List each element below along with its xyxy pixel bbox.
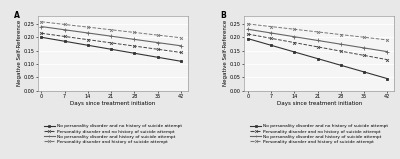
Y-axis label: Negative Self-Reference: Negative Self-Reference — [16, 20, 22, 86]
X-axis label: Days since treatment initiation: Days since treatment initiation — [70, 101, 156, 106]
Legend: No personality disorder and no history of suicide attempt, Personality disorder : No personality disorder and no history o… — [44, 124, 182, 144]
Legend: No personality disorder and no history of suicide attempt, Personality disorder : No personality disorder and no history o… — [250, 124, 388, 144]
Text: B: B — [220, 11, 226, 20]
Text: A: A — [14, 11, 20, 20]
Y-axis label: Negative Self-Reference: Negative Self-Reference — [223, 20, 228, 86]
X-axis label: Days since treatment initiation: Days since treatment initiation — [276, 101, 362, 106]
